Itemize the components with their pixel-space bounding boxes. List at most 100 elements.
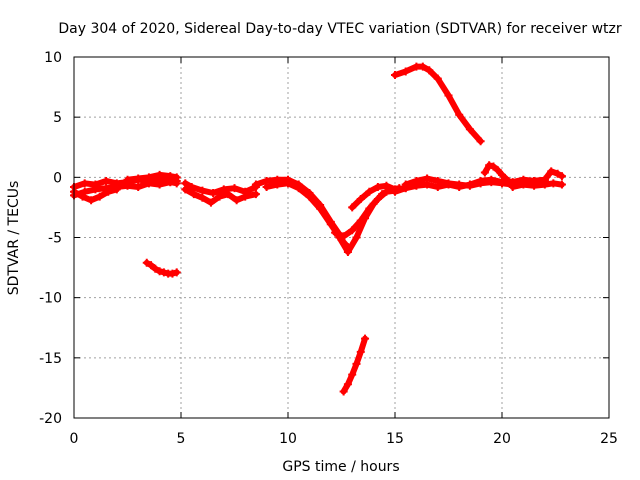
- data-point: [343, 380, 352, 389]
- data-point: [87, 196, 96, 205]
- data-point: [352, 359, 361, 368]
- data-point: [262, 182, 271, 191]
- y-tick-label: 10: [44, 50, 62, 66]
- data-point: [189, 190, 198, 199]
- y-tick-label: 0: [53, 170, 62, 186]
- data-point: [305, 192, 314, 201]
- data-point: [155, 180, 164, 189]
- x-tick-label: 15: [386, 431, 404, 447]
- data-point: [425, 66, 434, 75]
- data-point: [168, 269, 177, 278]
- x-tick-label: 25: [600, 431, 618, 447]
- data-point: [241, 192, 250, 201]
- data-point: [142, 258, 151, 267]
- data-point: [476, 137, 485, 146]
- y-tick-label: -5: [48, 231, 62, 247]
- data-point: [123, 175, 132, 184]
- x-axis-label: GPS time / hours: [282, 459, 399, 475]
- data-point: [316, 204, 325, 213]
- data-point: [134, 182, 143, 191]
- data-point: [489, 162, 498, 171]
- series-arc-2-5-d: [123, 170, 181, 184]
- data-point: [444, 179, 453, 188]
- data-point: [487, 178, 496, 187]
- data-point: [493, 166, 502, 175]
- data-point: [284, 179, 292, 188]
- data-point: [224, 190, 233, 199]
- series-arc-3.4-4.8: [142, 258, 181, 278]
- data-point: [326, 220, 335, 229]
- data-point: [433, 176, 442, 185]
- series-arc-20.5-22.8-b: [508, 179, 566, 191]
- data-point: [356, 194, 365, 203]
- series-arc-0-2-c: [70, 185, 121, 205]
- data-point: [540, 180, 549, 189]
- data-point: [104, 187, 113, 196]
- data-point: [476, 179, 485, 188]
- data-point: [230, 184, 239, 193]
- data-point: [418, 62, 427, 71]
- data-point: [102, 176, 111, 185]
- data-point: [209, 188, 218, 197]
- y-tick-label: -20: [39, 411, 62, 427]
- data-point: [339, 387, 348, 396]
- data-point: [219, 185, 228, 194]
- data-point: [155, 267, 164, 276]
- y-tick-label: 5: [53, 110, 62, 126]
- data-point: [147, 261, 156, 270]
- data-point: [530, 181, 539, 190]
- data-point: [181, 185, 190, 194]
- data-point: [348, 203, 357, 212]
- x-tick-label: 0: [70, 431, 79, 447]
- data-point: [412, 176, 421, 185]
- data-point: [433, 74, 442, 83]
- data-point: [198, 193, 207, 202]
- data-point: [365, 204, 374, 213]
- x-tick-label: 20: [493, 431, 511, 447]
- data-point: [485, 161, 494, 170]
- data-point: [151, 264, 160, 273]
- data-point: [294, 184, 303, 193]
- series-trace: [392, 63, 484, 145]
- data-point: [455, 110, 464, 119]
- data-point: [343, 247, 352, 256]
- series-arc-low: [339, 334, 370, 396]
- data-point: [547, 167, 556, 176]
- data-point: [498, 179, 506, 188]
- y-axis-label: SDTVAR / TECUs: [6, 181, 22, 296]
- x-tick-label: 10: [279, 431, 297, 447]
- data-point: [166, 172, 175, 181]
- data-point: [401, 67, 410, 76]
- data-point: [331, 228, 340, 237]
- data-point: [557, 180, 566, 189]
- series-arc-rise-b: [331, 186, 399, 241]
- data-point: [465, 125, 474, 134]
- data-point: [553, 169, 562, 178]
- series-arc-high: [391, 62, 485, 146]
- data-point: [356, 347, 365, 356]
- data-point: [373, 194, 382, 203]
- data-point: [423, 174, 432, 183]
- data-point: [348, 226, 357, 235]
- data-point: [557, 172, 566, 181]
- data-point: [391, 187, 399, 196]
- data-point: [215, 192, 224, 201]
- data-point: [444, 91, 453, 100]
- data-point: [508, 182, 517, 191]
- data-point: [365, 187, 374, 196]
- data-point: [172, 268, 181, 277]
- series-arc-5.2-8.5-b: [181, 185, 260, 207]
- data-point: [498, 170, 506, 179]
- data-point: [198, 186, 207, 195]
- data-point: [251, 180, 260, 189]
- data-point: [361, 334, 370, 343]
- data-point: [144, 173, 153, 182]
- ticks: 0 5 10 15 20 25 -20 -15 -10 -5 0 5 10: [39, 50, 618, 447]
- data-point: [382, 181, 391, 190]
- data-point: [251, 190, 260, 199]
- data-point: [519, 180, 528, 189]
- data-point: [339, 232, 348, 241]
- data-point: [373, 182, 382, 191]
